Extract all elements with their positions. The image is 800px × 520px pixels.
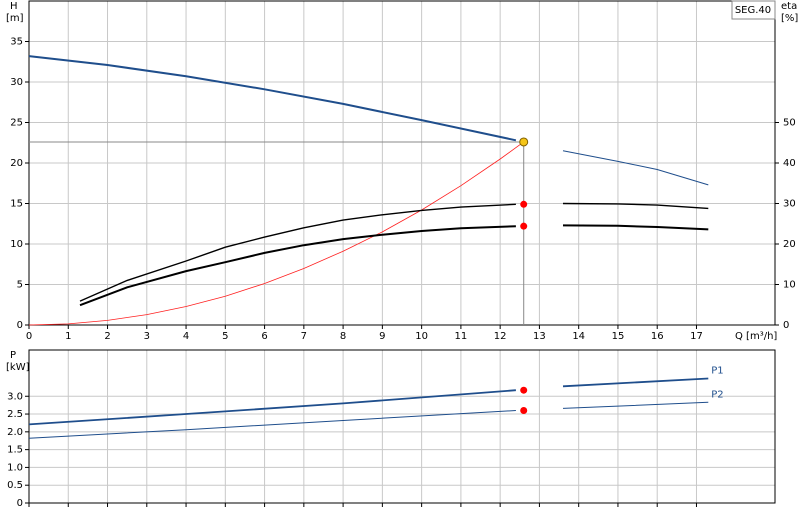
y-axis-unit: [m] — [6, 13, 24, 24]
plot-background — [29, 350, 775, 503]
marker — [520, 222, 528, 230]
x-tick-label: 11 — [455, 331, 468, 342]
x-tick-label: 15 — [612, 331, 625, 342]
x-tick-label: 9 — [379, 331, 385, 342]
marker — [520, 386, 528, 394]
x-tick-label: 4 — [183, 331, 189, 342]
marker — [520, 200, 528, 208]
y2-tick-label: 40 — [783, 158, 796, 169]
y-tick-label: 3.0 — [7, 391, 23, 402]
y2-tick-label: 0 — [783, 320, 789, 331]
series-line — [28, 401, 709, 439]
operating-point — [519, 137, 529, 147]
y2-tick-label: 20 — [783, 239, 796, 250]
y2-tick-label: 10 — [783, 280, 796, 291]
legend-box — [731, 0, 776, 20]
y-tick-label: 0.5 — [7, 480, 23, 491]
y-tick-label: 5 — [17, 280, 23, 291]
series-line — [28, 141, 524, 326]
y-tick-label: 35 — [10, 37, 23, 48]
x-tick-label: 1 — [65, 331, 71, 342]
x-tick-label: 3 — [144, 331, 150, 342]
x-tick-label: 10 — [415, 331, 428, 342]
y-tick-label: 2.0 — [7, 427, 23, 438]
y-tick-label: 25 — [10, 118, 23, 129]
x-tick-label: 7 — [301, 331, 307, 342]
x-tick-label: 5 — [222, 331, 228, 342]
series-line — [562, 150, 709, 186]
y2-axis-label: eta — [781, 1, 797, 12]
y-tick-label: 2.5 — [7, 409, 23, 420]
plot-frame — [28, 0, 776, 326]
series-line — [28, 55, 517, 142]
y-tick-label: 0 — [17, 320, 23, 331]
series-line — [79, 224, 709, 307]
y2-axis-unit: [%] — [781, 13, 798, 24]
x-tick-label: 2 — [104, 331, 110, 342]
x-tick-label: 6 — [261, 331, 267, 342]
x-tick-label: 0 — [26, 331, 32, 342]
x-tick-label: 14 — [572, 331, 585, 342]
x-axis-label: Q [m³/h] — [735, 331, 777, 342]
y-axis-label: P — [10, 350, 16, 361]
x-tick-label: 17 — [690, 331, 703, 342]
x-tick-label: 13 — [533, 331, 546, 342]
legend-label: SEG.40 — [735, 5, 771, 16]
x-tick-label: 8 — [340, 331, 346, 342]
marker — [520, 406, 528, 414]
plot-frame — [28, 349, 776, 504]
y-tick-label: 30 — [10, 77, 23, 88]
series-line — [79, 202, 709, 302]
y-axis-label: H — [10, 1, 18, 12]
y2-tick-label: 50 — [783, 118, 796, 129]
y-tick-label: 0 — [17, 498, 23, 509]
x-tick-label: 12 — [494, 331, 507, 342]
y-tick-label: 10 — [10, 239, 23, 250]
y-tick-label: 15 — [10, 199, 23, 210]
y2-tick-label: 30 — [783, 199, 796, 210]
y-tick-label: 1.5 — [7, 445, 23, 456]
series-label: P2 — [711, 389, 723, 400]
y-axis-unit: [kW] — [6, 362, 30, 373]
series-label: P1 — [711, 365, 723, 376]
y-tick-label: 1.0 — [7, 462, 23, 473]
series-line — [28, 377, 709, 426]
x-tick-label: 16 — [651, 331, 664, 342]
y-tick-label: 20 — [10, 158, 23, 169]
